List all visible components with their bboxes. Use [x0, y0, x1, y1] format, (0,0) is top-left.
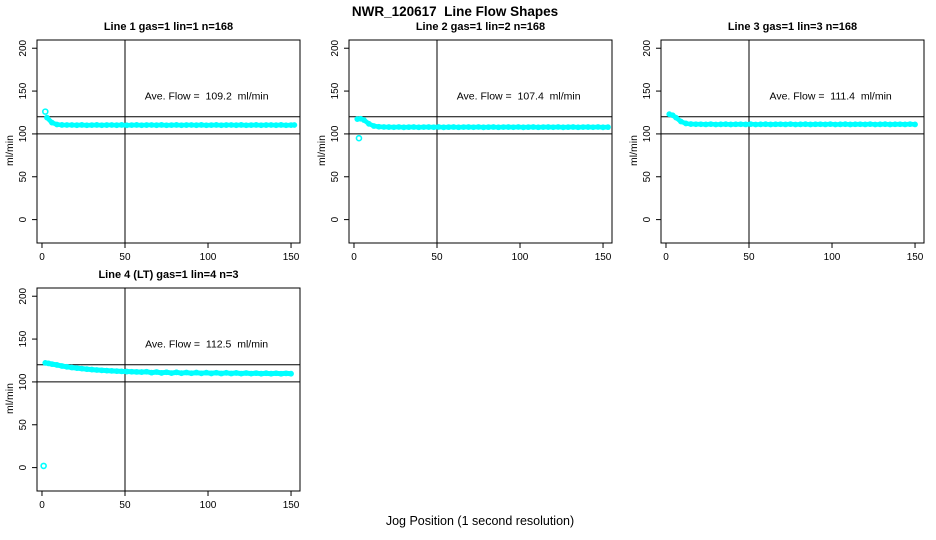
y-tick-label: 0 [330, 216, 341, 222]
panel-title: Line 4 (LT) gas=1 lin=4 n=3 [98, 269, 238, 281]
y-tick-label: 50 [18, 419, 29, 431]
plot-box [660, 39, 925, 244]
y-axis-title: ml/min [316, 135, 328, 166]
data-point [49, 361, 55, 367]
data-point [366, 120, 372, 127]
data-point [163, 369, 170, 376]
y-tick-label: 0 [18, 216, 29, 222]
panel-title: Line 2 gas=1 lin=2 n=168 [416, 21, 545, 33]
y-tick-label: 200 [18, 39, 29, 56]
data-point [291, 122, 298, 128]
x-tick-label: 0 [39, 500, 45, 511]
x-tick-label: 0 [351, 252, 357, 263]
data-point [49, 119, 55, 126]
data-point [912, 121, 918, 128]
data-point [173, 369, 180, 376]
y-tick-label: 200 [330, 39, 341, 56]
y-axis-title: ml/min [4, 383, 16, 414]
x-tick-label: 50 [743, 252, 755, 263]
y-tick-label: 50 [330, 171, 341, 183]
x-tick-label: 100 [200, 500, 217, 511]
plot-box [36, 39, 301, 244]
plot-box [36, 287, 301, 492]
ave-flow-annotation: Ave. Flow = 111.4 ml/min [770, 90, 892, 102]
y-tick-label: 50 [18, 171, 29, 183]
y-tick-label: 0 [642, 216, 653, 222]
x-tick-label: 100 [512, 252, 529, 263]
data-point [678, 118, 684, 125]
y-tick-label: 100 [18, 373, 29, 390]
y-tick-label: 150 [330, 82, 341, 99]
data-point [605, 124, 611, 131]
x-axis-title: Jog Position (1 second resolution) [385, 514, 575, 528]
panel-1: 0 50 100 150 0 50 100 150 200 ml/min Line 1 gas=1 … [4, 21, 301, 263]
x-tick-label: 0 [663, 252, 669, 263]
y-axis-title: ml/min [4, 135, 16, 166]
outlier-point [42, 108, 49, 115]
plot-box [348, 39, 613, 244]
y-tick-label: 200 [642, 39, 653, 56]
data-point [361, 117, 367, 123]
panel-2: 0 50 100 150 0 50 100 150 200 ml/min Line 2 gas=1 … [316, 21, 613, 263]
outlier-point [40, 462, 47, 470]
panel-title: Line 1 gas=1 lin=1 n=168 [104, 21, 233, 33]
y-tick-label: 100 [642, 125, 653, 142]
y-tick-label: 150 [18, 82, 29, 99]
data-point [54, 362, 60, 368]
data-point [45, 360, 52, 367]
x-tick-label: 100 [200, 252, 217, 263]
data-point [354, 116, 361, 122]
y-tick-label: 150 [18, 330, 29, 347]
y-tick-label: 100 [18, 125, 29, 142]
y-tick-label: 150 [642, 82, 653, 99]
x-tick-label: 150 [283, 500, 300, 511]
data-point [288, 370, 294, 377]
data-point [59, 363, 65, 369]
y-axis-title: ml/min [628, 135, 640, 166]
data-point [666, 111, 673, 118]
ave-flow-annotation: Ave. Flow = 107.4 ml/min [457, 90, 581, 102]
x-tick-label: 0 [39, 252, 45, 263]
x-tick-label: 50 [119, 252, 131, 263]
data-point [288, 122, 294, 128]
y-tick-label: 200 [18, 287, 29, 304]
data-point [673, 114, 679, 121]
panel-3: 0 50 100 150 0 50 100 150 200 ml/min Line 3 gas=1 … [628, 21, 925, 263]
panel-4: 0 50 100 150 0 50 100 150 200 ml/min Line 4 (LT) g… [4, 269, 301, 511]
outlier-point [355, 134, 363, 142]
x-tick-label: 150 [907, 252, 924, 263]
ave-flow-annotation: Ave. Flow = 112.5 ml/min [145, 338, 268, 350]
x-tick-label: 100 [824, 252, 841, 263]
data-point [143, 368, 150, 375]
x-tick-label: 150 [595, 252, 612, 263]
y-tick-label: 100 [330, 125, 341, 142]
data-point [44, 114, 50, 121]
y-tick-label: 50 [642, 171, 653, 183]
data-point [153, 369, 160, 375]
main-title: NWR_120617 Line Flow Shapes [351, 4, 559, 19]
x-tick-label: 50 [119, 500, 131, 511]
y-tick-label: 0 [18, 464, 29, 470]
x-tick-label: 150 [283, 252, 300, 263]
x-tick-label: 50 [431, 252, 443, 263]
data-point [42, 359, 49, 366]
panel-title: Line 3 gas=1 lin=3 n=168 [728, 21, 857, 33]
ave-flow-annotation: Ave. Flow = 109.2 ml/min [145, 90, 269, 102]
